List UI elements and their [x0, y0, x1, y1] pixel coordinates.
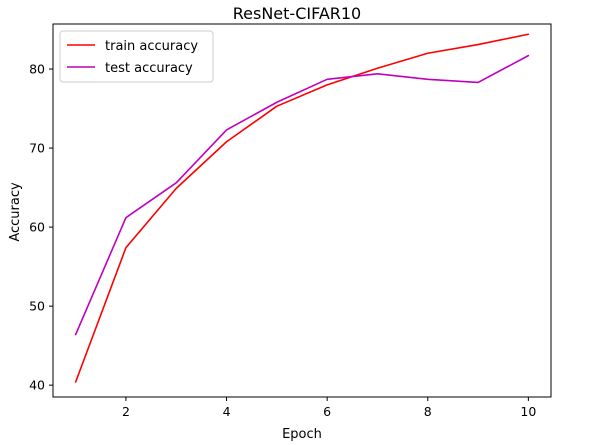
y-tick-label: 80 [29, 62, 45, 77]
y-axis: 40 50 60 70 80 [29, 62, 53, 393]
x-axis: 2 4 6 8 10 [122, 397, 536, 419]
x-tick-label: 6 [323, 404, 331, 419]
legend-label-train: train accuracy [105, 39, 198, 54]
y-axis-label: Accuracy [8, 182, 23, 242]
series-line-1 [74, 54, 530, 336]
x-tick-label: 10 [520, 404, 536, 419]
x-tick-label: 8 [424, 404, 432, 419]
y-tick-label: 70 [29, 141, 45, 156]
series-layer [74, 33, 530, 383]
y-tick-label: 60 [29, 220, 45, 235]
legend-label-test: test accuracy [105, 61, 193, 76]
chart-title: ResNet-CIFAR10 [233, 4, 361, 23]
x-axis-label: Epoch [282, 427, 322, 442]
x-tick-label: 2 [122, 404, 130, 419]
series-line-0 [74, 33, 530, 383]
legend: train accuracy test accuracy [59, 30, 214, 83]
y-tick-label: 40 [29, 378, 45, 393]
plot-area [52, 23, 552, 398]
x-tick-label: 4 [223, 404, 231, 419]
legend-box [59, 30, 214, 83]
y-tick-label: 50 [29, 299, 45, 314]
